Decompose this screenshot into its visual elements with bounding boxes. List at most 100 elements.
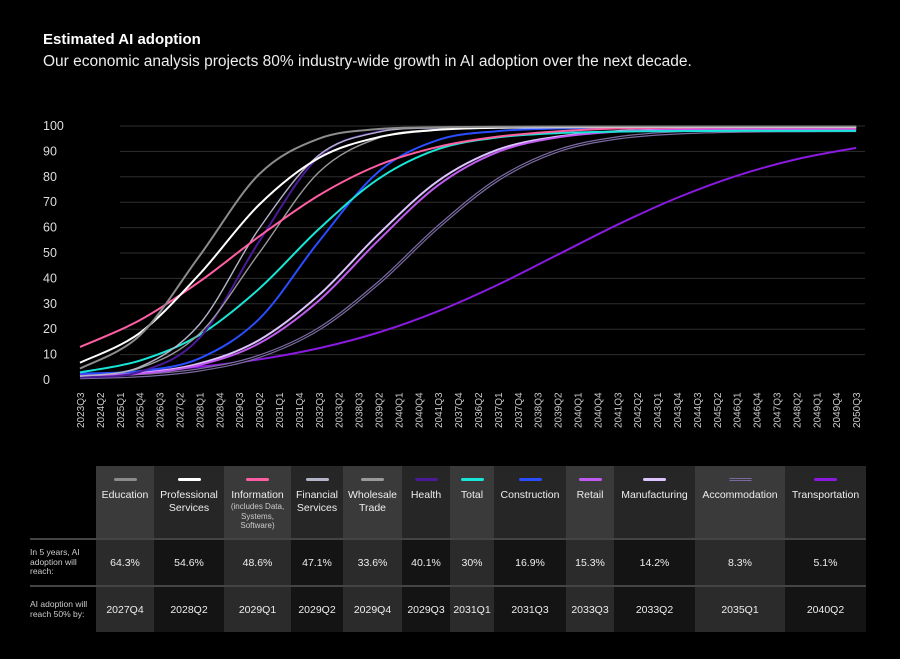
fifty-percent-date: 2031Q1 [450,587,494,632]
y-tick-label: 60 [43,221,57,235]
column-name: Total [460,489,484,501]
column-name: Accommodation [702,489,778,501]
x-tick-label: 2036Q2 [474,392,485,428]
line-chart: 0 10 20 30 40 50 60 70 80 90 100 2023Q3 2024Q2 2025Q1… [43,119,865,428]
column-header: Professional Services [154,466,224,538]
five-year-value: 5.1% [785,540,866,585]
x-tick-label: 2050Q3 [852,392,863,428]
fifty-percent-date: 2028Q2 [154,587,224,632]
x-tick-label: 2031Q1 [275,392,286,428]
fifty-percent-date: 2029Q1 [224,587,291,632]
x-tick-label: 2040Q1 [394,392,405,428]
legend-swatch [728,478,752,481]
series-wholesale-trade [79,126,857,377]
x-tick-label: 2045Q2 [713,392,724,428]
x-tick-label: 2037Q4 [514,392,525,428]
x-tick-label: 2031Q4 [295,392,306,428]
x-tick-label: 2038Q3 [355,392,366,428]
x-tick-label: 2041Q3 [434,392,445,428]
fifty-percent-date: 2035Q1 [695,587,785,632]
column-header: Health [402,466,450,538]
series-transportation [79,146,857,376]
x-tick-label: 2044Q3 [693,392,704,428]
column-header: Transportation [785,466,866,538]
x-tick-label: 2038Q3 [534,392,545,428]
y-tick-label: 90 [43,144,57,158]
five-year-value: 48.6% [224,540,291,585]
five-year-value: 8.3% [695,540,785,585]
row-divider [30,585,866,587]
column-header: Information (includes Data, Systems, Soft… [224,466,291,538]
y-tick-label: 10 [43,348,57,362]
legend-swatch [814,478,837,481]
row-divider [30,538,866,540]
x-tick-label: 2032Q3 [315,392,326,428]
column-header: Financial Services [291,466,343,538]
fifty-percent-date: 2033Q2 [614,587,695,632]
series-financial-services [79,126,857,377]
line-wholesale-trade [79,126,857,377]
column-name: Health [410,489,442,501]
x-tick-label: 2049Q1 [812,392,823,428]
y-tick-label: 40 [43,271,57,285]
legend-swatch [414,478,438,481]
y-tick-label: 80 [43,170,57,184]
x-tick-label: 2048Q2 [792,392,803,428]
series-retail [79,128,857,378]
x-tick-label: 2023Q3 [76,392,87,428]
x-tick-label: 2041Q3 [613,392,624,428]
x-tick-label: 2040Q4 [593,392,604,428]
legend-swatch [460,478,484,481]
legend-swatch [518,478,542,481]
column-name: Professional Services [160,489,218,515]
x-tick-label: 2039Q2 [375,392,386,428]
x-tick-label: 2043Q4 [673,392,684,428]
y-tick-label: 20 [43,322,57,336]
x-tick-label: 2042Q2 [633,392,644,428]
line-retail [79,128,857,378]
column-name: Wholesale Trade [347,489,398,515]
y-tick-label: 50 [43,246,57,260]
y-tick-label: 30 [43,297,57,311]
column-name: Manufacturing [621,489,688,501]
chart-title: Estimated AI adoption [43,31,201,48]
x-tick-label: 2033Q2 [335,392,346,428]
legend-swatch [246,478,269,481]
x-tick-label: 2046Q4 [753,392,764,428]
column-name: Retail [576,489,604,501]
five-year-value: 33.6% [343,540,402,585]
column-header: Total [450,466,494,538]
column-header: Retail [566,466,614,538]
series-education [79,125,857,370]
column-name: Information [231,489,284,501]
column-name: Construction [500,489,560,501]
five-year-value: 14.2% [614,540,695,585]
line-information [79,126,857,348]
x-tick-label: 2025Q4 [136,392,147,428]
fifty-percent-date: 2027Q4 [96,587,154,632]
line-education [79,125,857,370]
column-note: (includes Data, Systems, Software) [230,502,285,531]
x-tick-label: 2047Q3 [773,392,784,428]
y-tick-label: 0 [43,373,50,387]
x-tick-label: 2028Q1 [195,392,206,428]
five-year-value: 64.3% [96,540,154,585]
x-tick-label: 2024Q2 [96,392,107,428]
x-tick-label: 2028Q4 [215,392,226,428]
five-year-value: 47.1% [291,540,343,585]
legend-swatch [305,478,329,481]
series-information [79,126,857,348]
legend-swatch [578,478,602,481]
fifty-percent-date: 2029Q4 [343,587,402,632]
column-header: Education [96,466,154,538]
column-header: Wholesale Trade [343,466,402,538]
legend-swatch [361,478,384,481]
fifty-percent-date: 2031Q3 [494,587,566,632]
x-tick-label: 2037Q1 [494,392,505,428]
line-transportation [79,146,857,376]
line-financial-services [79,126,857,377]
five-year-value: 16.9% [494,540,566,585]
line-health [79,126,857,379]
x-tick-label: 2026Q3 [156,392,167,428]
fifty-percent-date: 2040Q2 [785,587,866,632]
